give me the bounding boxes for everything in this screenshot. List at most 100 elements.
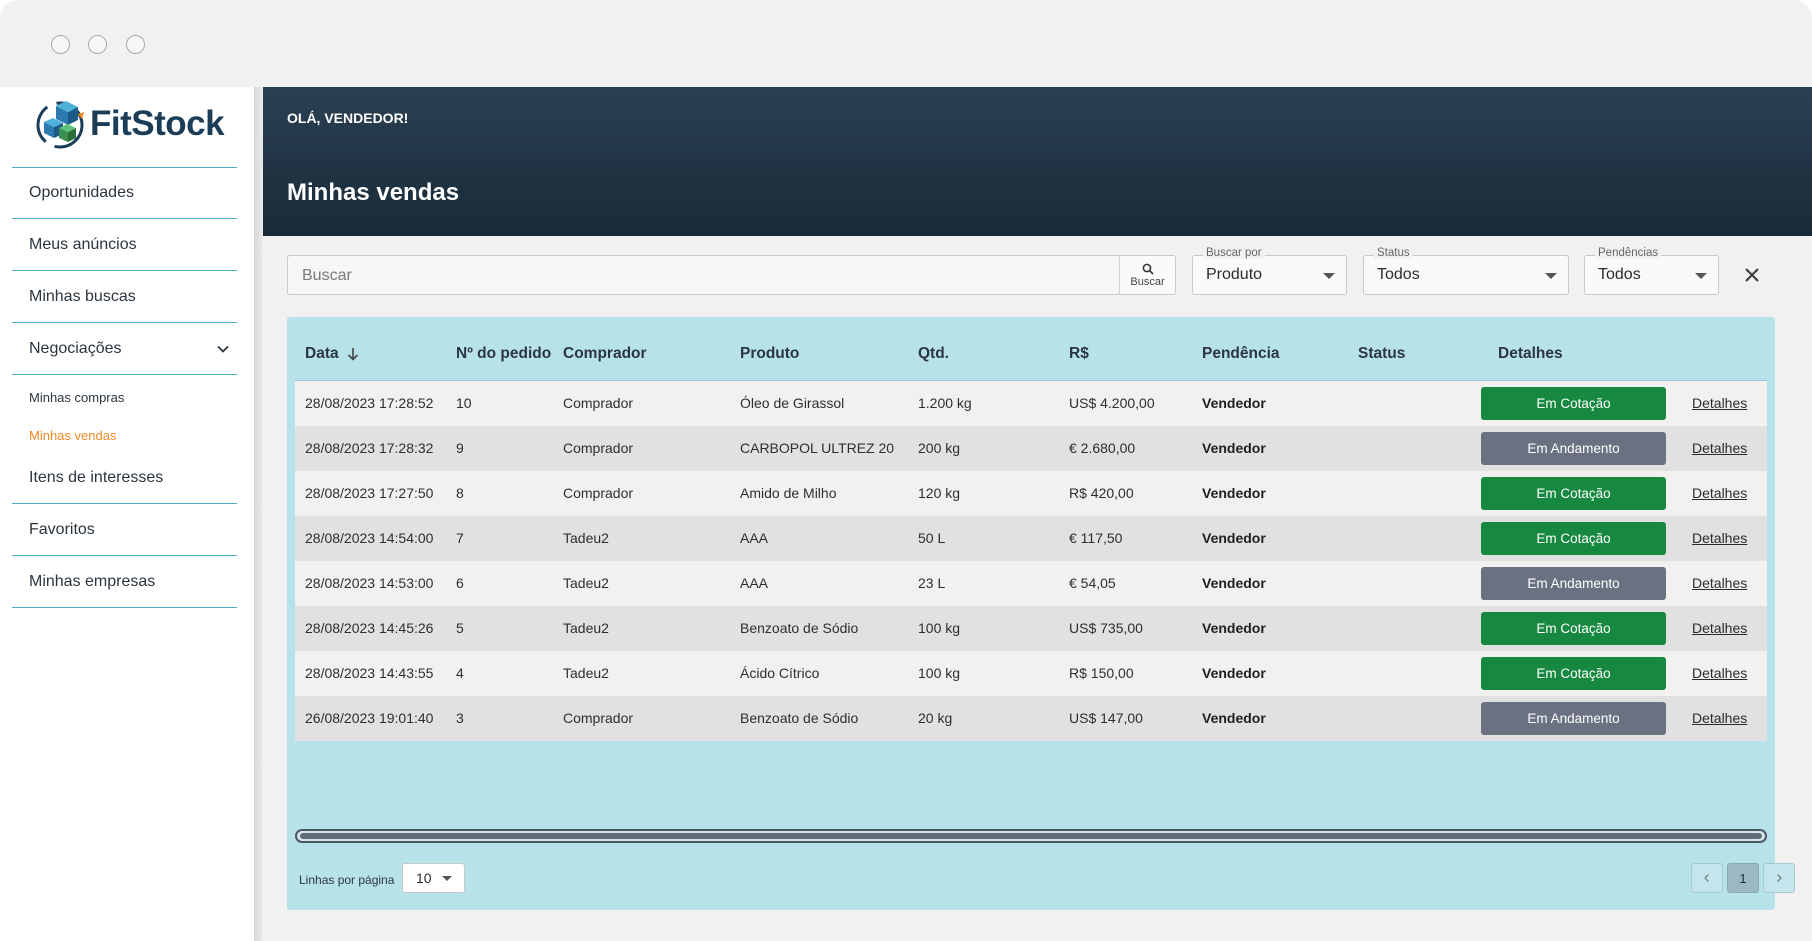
search-by-value: Produto: [1206, 266, 1263, 283]
page-title: Minhas vendas: [287, 179, 460, 206]
cell-data: 28/08/2023 17:28:32: [305, 440, 434, 456]
cell-valor: R$ 420,00: [1069, 485, 1134, 501]
table-row[interactable]: 28/08/2023 14:53:00 6 Tadeu2 AAA 23 L € …: [295, 561, 1767, 606]
details-link[interactable]: Detalhes: [1692, 665, 1748, 681]
table-row[interactable]: 28/08/2023 14:43:55 4 Tadeu2 Ácido Cítri…: [295, 651, 1767, 696]
cell-comprador: Comprador: [563, 485, 634, 501]
table-row[interactable]: 28/08/2023 17:27:50 8 Comprador Amido de…: [295, 471, 1767, 516]
status-badge: Em Cotação: [1481, 387, 1666, 420]
cell-qtd: 23 L: [918, 575, 946, 591]
cell-pedido: 6: [456, 575, 464, 591]
sidebar-item-favoritos[interactable]: Favoritos: [12, 505, 237, 556]
rows-per-page-label: Linhas por página: [299, 873, 395, 887]
search-by-select[interactable]: Buscar por Produto: [1192, 247, 1347, 295]
details-link[interactable]: Detalhes: [1692, 620, 1748, 636]
cell-pedido: 10: [456, 395, 472, 411]
window-close-control[interactable]: [51, 35, 70, 54]
close-icon[interactable]: [1741, 264, 1763, 286]
cell-comprador: Tadeu2: [563, 620, 609, 636]
table-row[interactable]: 28/08/2023 14:45:26 5 Tadeu2 Benzoato de…: [295, 606, 1767, 651]
details-link[interactable]: Detalhes: [1692, 485, 1748, 501]
window-titlebar: [0, 0, 1812, 87]
cell-qtd: 100 kg: [918, 620, 961, 636]
cell-data: 28/08/2023 17:27:50: [305, 485, 434, 501]
search-by-legend: Buscar por: [1203, 247, 1265, 259]
details-link[interactable]: Detalhes: [1692, 710, 1748, 726]
column-header-valor[interactable]: R$: [1069, 345, 1089, 362]
column-header-pedido[interactable]: Nº do pedido: [456, 345, 552, 362]
cell-qtd: 100 kg: [918, 665, 961, 681]
column-header-produto[interactable]: Produto: [740, 345, 800, 362]
cell-qtd: 1.200 kg: [918, 395, 972, 411]
page-button-current[interactable]: 1: [1727, 863, 1759, 893]
search-input[interactable]: [288, 256, 1104, 296]
cell-pedido: 5: [456, 620, 464, 636]
cell-pendencia: Vendedor: [1202, 485, 1266, 501]
search-button[interactable]: Buscar: [1119, 255, 1176, 295]
column-header-status[interactable]: Status: [1358, 345, 1406, 362]
status-badge: Em Andamento: [1481, 567, 1666, 600]
caret-down-icon: [442, 876, 452, 881]
page-header: OLÁ, VENDEDOR! Minhas vendas: [263, 87, 1812, 236]
cell-pendencia: Vendedor: [1202, 395, 1266, 411]
content-bottom-margin: [263, 910, 1812, 941]
rows-per-page-select[interactable]: 10: [402, 863, 465, 893]
details-link[interactable]: Detalhes: [1692, 440, 1748, 456]
sidebar-item-itens-de-interesses[interactable]: Itens de interesses: [12, 453, 237, 504]
cell-produto: AAA: [740, 530, 769, 546]
cell-pendencia: Vendedor: [1202, 665, 1266, 681]
greeting-text: OLÁ, VENDEDOR!: [287, 110, 409, 126]
horizontal-scrollbar[interactable]: [295, 829, 1767, 843]
scrollbar-thumb[interactable]: [300, 833, 1762, 839]
column-header-comprador[interactable]: Comprador: [563, 345, 647, 362]
caret-down-icon: [1545, 273, 1557, 279]
sidebar-item-negociacoes[interactable]: Negociações: [12, 324, 237, 375]
cell-data: 28/08/2023 17:28:52: [305, 395, 434, 411]
details-link[interactable]: Detalhes: [1692, 575, 1748, 591]
table-row[interactable]: 28/08/2023 17:28:32 9 Comprador CARBOPOL…: [295, 426, 1767, 471]
sidebar-item-meus-anuncios[interactable]: Meus anúncios: [12, 220, 237, 271]
pendencias-select[interactable]: Pendências Todos: [1584, 247, 1719, 295]
next-page-button[interactable]: [1763, 863, 1795, 893]
window-minimize-control[interactable]: [88, 35, 107, 54]
arrow-down-icon: [347, 348, 358, 361]
status-badge: Em Cotação: [1481, 477, 1666, 510]
cell-produto: Benzoato de Sódio: [740, 620, 859, 636]
chevron-down-icon: [217, 345, 229, 353]
sidebar-item-minhas-empresas[interactable]: Minhas empresas: [12, 557, 237, 608]
column-header-pendencia[interactable]: Pendência: [1202, 345, 1280, 362]
sidebar-subitem-minhas-compras[interactable]: Minhas compras: [29, 390, 125, 405]
prev-page-button[interactable]: [1691, 863, 1723, 893]
sidebar-item-label: Itens de interesses: [29, 469, 164, 486]
sidebar-subitem-minhas-vendas[interactable]: Minhas vendas: [29, 428, 117, 443]
cell-data: 28/08/2023 14:45:26: [305, 620, 434, 636]
status-select[interactable]: Status Todos: [1363, 247, 1569, 295]
sidebar-item-oportunidades[interactable]: Oportunidades: [12, 168, 237, 219]
details-link[interactable]: Detalhes: [1692, 530, 1748, 546]
cell-valor: € 117,50: [1069, 530, 1123, 546]
cell-pendencia: Vendedor: [1202, 440, 1266, 456]
cell-data: 28/08/2023 14:54:00: [305, 530, 434, 546]
column-header-qtd[interactable]: Qtd.: [918, 345, 949, 362]
status-badge: Em Cotação: [1481, 657, 1666, 690]
table-row[interactable]: 28/08/2023 17:28:52 10 Comprador Óleo de…: [295, 381, 1767, 426]
cell-pedido: 4: [456, 665, 464, 681]
cell-valor: R$ 150,00: [1069, 665, 1134, 681]
status-badge: Em Andamento: [1481, 702, 1666, 735]
logo-cubes-icon: [36, 101, 84, 149]
sidebar-item-label: Favoritos: [29, 521, 95, 538]
chevron-right-icon: [1777, 874, 1782, 882]
cell-pedido: 8: [456, 485, 464, 501]
window-maximize-control[interactable]: [126, 35, 145, 54]
cell-data: 28/08/2023 14:43:55: [305, 665, 434, 681]
cell-comprador: Tadeu2: [563, 575, 609, 591]
brand-logo[interactable]: FitStock: [34, 96, 225, 152]
table-row[interactable]: 28/08/2023 14:54:00 7 Tadeu2 AAA 50 L € …: [295, 516, 1767, 561]
brand-name: FitStock: [90, 104, 225, 143]
sidebar: [0, 87, 254, 941]
cell-pedido: 9: [456, 440, 464, 456]
table-row[interactable]: 26/08/2023 19:01:40 3 Comprador Benzoato…: [295, 696, 1767, 741]
sidebar-item-minhas-buscas[interactable]: Minhas buscas: [12, 272, 237, 323]
column-header-data[interactable]: Data: [305, 345, 361, 363]
details-link[interactable]: Detalhes: [1692, 395, 1748, 411]
